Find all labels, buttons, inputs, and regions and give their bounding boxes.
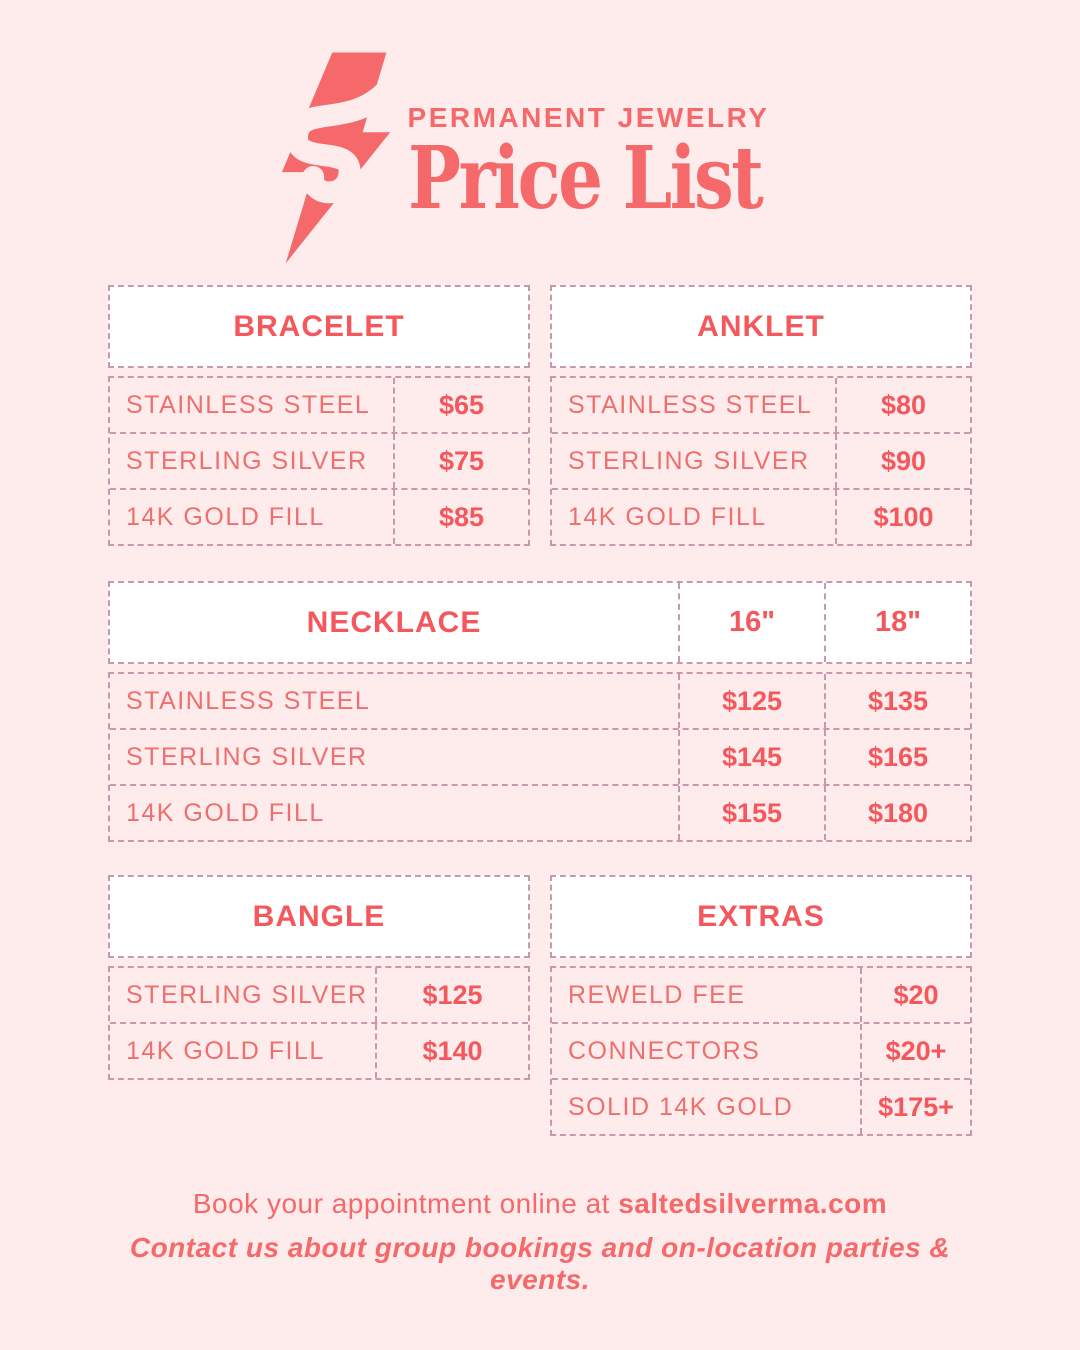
item-price: $75 bbox=[393, 434, 528, 488]
item-price-16: $125 bbox=[678, 674, 824, 728]
item-price: $80 bbox=[835, 378, 970, 432]
anklet-table: ANKLET STAINLESS STEEL $80 STERLING SILV… bbox=[550, 285, 972, 546]
item-price: $65 bbox=[393, 378, 528, 432]
item-label: CONNECTORS bbox=[568, 1036, 761, 1065]
bracelet-table-header: BRACELET bbox=[108, 285, 530, 368]
table-row: 14K GOLD FILL $100 bbox=[552, 490, 970, 544]
table-row: STAINLESS STEEL $65 bbox=[110, 378, 528, 434]
item-label: STERLING SILVER bbox=[126, 446, 368, 475]
item-label: STERLING SILVER bbox=[126, 980, 368, 1009]
necklace-table-header: NECKLACE 16" 18" bbox=[108, 581, 972, 664]
item-label: 14K GOLD FILL bbox=[126, 1036, 325, 1065]
page-title: Price List bbox=[407, 128, 764, 229]
extras-table-body: REWELD FEE $20 CONNECTORS $20+ SOLID 14K… bbox=[550, 966, 972, 1136]
item-label: REWELD FEE bbox=[568, 980, 746, 1009]
bracelet-table-body: STAINLESS STEEL $65 STERLING SILVER $75 … bbox=[108, 376, 530, 546]
necklace-table-body: STAINLESS STEEL $125 $135 STERLING SILVE… bbox=[108, 672, 972, 842]
table-title: BANGLE bbox=[252, 899, 386, 933]
item-price-16: $155 bbox=[678, 786, 824, 840]
table-row: 14K GOLD FILL $155 $180 bbox=[110, 786, 970, 840]
item-price-18: $135 bbox=[824, 674, 970, 728]
item-price: $100 bbox=[835, 490, 970, 544]
content: BRACELET STAINLESS STEEL $65 STERLING SI… bbox=[108, 285, 972, 1296]
item-price: $20+ bbox=[860, 1024, 970, 1078]
row-bracelet-anklet: BRACELET STAINLESS STEEL $65 STERLING SI… bbox=[108, 285, 972, 546]
table-row: 14K GOLD FILL $140 bbox=[110, 1024, 528, 1078]
item-price: $90 bbox=[835, 434, 970, 488]
item-price: $125 bbox=[375, 968, 528, 1022]
row-bangle-extras: BANGLE STERLING SILVER $125 14K GOLD FIL… bbox=[108, 875, 972, 1136]
anklet-table-header: ANKLET bbox=[550, 285, 972, 368]
table-row: STERLING SILVER $125 bbox=[110, 968, 528, 1024]
bangle-table: BANGLE STERLING SILVER $125 14K GOLD FIL… bbox=[108, 875, 530, 1136]
poster-footer: Book your appointment online at saltedsi… bbox=[108, 1188, 972, 1296]
item-price: $175+ bbox=[860, 1080, 970, 1134]
table-row: STAINLESS STEEL $80 bbox=[552, 378, 970, 434]
contact-line: Contact us about group bookings and on-l… bbox=[129, 1232, 951, 1295]
table-row: STERLING SILVER $75 bbox=[110, 434, 528, 490]
bangle-table-header: BANGLE bbox=[108, 875, 530, 958]
table-title: ANKLET bbox=[697, 309, 825, 343]
row-necklace: NECKLACE 16" 18" STAINLESS STEEL $125 $1… bbox=[108, 581, 972, 842]
table-row: REWELD FEE $20 bbox=[552, 968, 970, 1024]
item-price-18: $180 bbox=[824, 786, 970, 840]
size-column-header-16: 16" bbox=[678, 583, 824, 662]
item-price: $20 bbox=[860, 968, 970, 1022]
necklace-table: NECKLACE 16" 18" STAINLESS STEEL $125 $1… bbox=[108, 581, 972, 842]
website-url: saltedsilverma.com bbox=[618, 1188, 888, 1219]
header-titles: PERMANENT JEWELRY Price List bbox=[408, 42, 839, 222]
table-row: CONNECTORS $20+ bbox=[552, 1024, 970, 1080]
booking-line: Book your appointment online at saltedsi… bbox=[108, 1188, 972, 1220]
extras-table: EXTRAS REWELD FEE $20 CONNECTORS $20+ SO… bbox=[550, 875, 972, 1136]
lightning-bolt-s-icon bbox=[281, 52, 394, 264]
kicker-text: PERMANENT JEWELRY bbox=[407, 102, 770, 133]
extras-table-header: EXTRAS bbox=[550, 875, 972, 958]
poster-header: PERMANENT JEWELRY Price List bbox=[0, 0, 1080, 285]
bracelet-table: BRACELET STAINLESS STEEL $65 STERLING SI… bbox=[108, 285, 530, 546]
item-label: 14K GOLD FILL bbox=[126, 502, 325, 531]
item-label: STAINLESS STEEL bbox=[568, 390, 813, 419]
size-column-header-18: 18" bbox=[824, 583, 970, 662]
item-label: SOLID 14K GOLD bbox=[568, 1092, 794, 1121]
item-label: STAINLESS STEEL bbox=[126, 686, 371, 715]
booking-text: Book your appointment online at bbox=[192, 1188, 619, 1219]
table-row: STERLING SILVER $90 bbox=[552, 434, 970, 490]
item-price-16: $145 bbox=[678, 730, 824, 784]
item-price: $85 bbox=[393, 490, 528, 544]
item-label: 14K GOLD FILL bbox=[568, 502, 767, 531]
table-title: NECKLACE bbox=[306, 605, 482, 639]
bangle-table-body: STERLING SILVER $125 14K GOLD FILL $140 bbox=[108, 966, 530, 1080]
item-label: STERLING SILVER bbox=[568, 446, 810, 475]
anklet-table-body: STAINLESS STEEL $80 STERLING SILVER $90 … bbox=[550, 376, 972, 546]
item-label: STERLING SILVER bbox=[126, 742, 368, 771]
item-price: $140 bbox=[375, 1024, 528, 1078]
table-title: EXTRAS bbox=[697, 899, 825, 933]
item-label: STAINLESS STEEL bbox=[126, 390, 371, 419]
table-row: STERLING SILVER $145 $165 bbox=[110, 730, 970, 786]
table-row: 14K GOLD FILL $85 bbox=[110, 490, 528, 544]
item-label: 14K GOLD FILL bbox=[126, 798, 325, 827]
table-title: BRACELET bbox=[233, 309, 405, 343]
table-row: SOLID 14K GOLD $175+ bbox=[552, 1080, 970, 1134]
item-price-18: $165 bbox=[824, 730, 970, 784]
table-row: STAINLESS STEEL $125 $135 bbox=[110, 674, 970, 730]
